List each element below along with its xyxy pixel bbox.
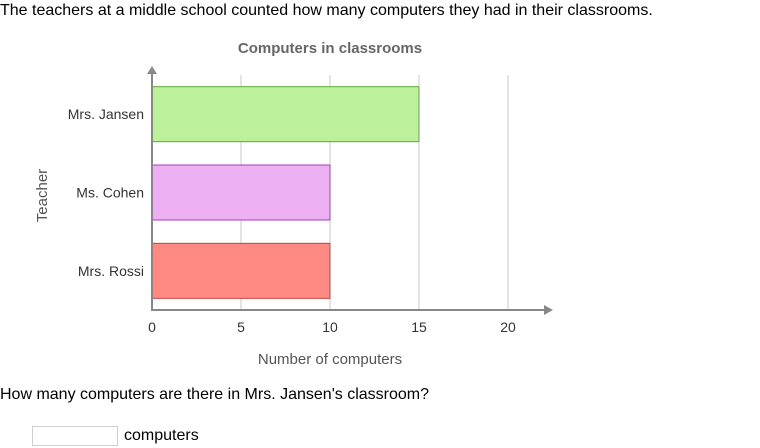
y-axis-arrow bbox=[147, 66, 157, 74]
x-axis-label: Number of computers bbox=[258, 351, 402, 368]
answer-unit-label: computers bbox=[124, 427, 199, 444]
bar-2 bbox=[151, 242, 331, 299]
category-label-0: Mrs. Jansen bbox=[68, 106, 144, 122]
x-tick-label-1: 5 bbox=[237, 319, 245, 335]
bar-0 bbox=[151, 86, 420, 143]
answer-input[interactable] bbox=[32, 426, 118, 446]
question-text: How many computers are there in Mrs. Jan… bbox=[0, 386, 429, 403]
x-axis-arrow bbox=[544, 305, 553, 315]
x-tick-label-2: 10 bbox=[322, 319, 338, 335]
category-label-1: Ms. Cohen bbox=[76, 185, 144, 201]
x-tick-label-4: 20 bbox=[500, 319, 516, 335]
x-tick-label-3: 15 bbox=[411, 319, 427, 335]
bar-1 bbox=[151, 164, 331, 221]
category-label-2: Mrs. Rossi bbox=[78, 263, 144, 279]
answer-row: computers bbox=[32, 424, 199, 448]
y-axis-label: Teacher bbox=[34, 169, 51, 222]
bar-chart: Computers in classrooms Mrs. Jansen Ms. Co… bbox=[34, 40, 553, 368]
chart-title: Computers in classrooms bbox=[238, 40, 422, 57]
x-tick-label-0: 0 bbox=[148, 319, 156, 335]
intro-text: The teachers at a middle school counted … bbox=[0, 2, 653, 19]
